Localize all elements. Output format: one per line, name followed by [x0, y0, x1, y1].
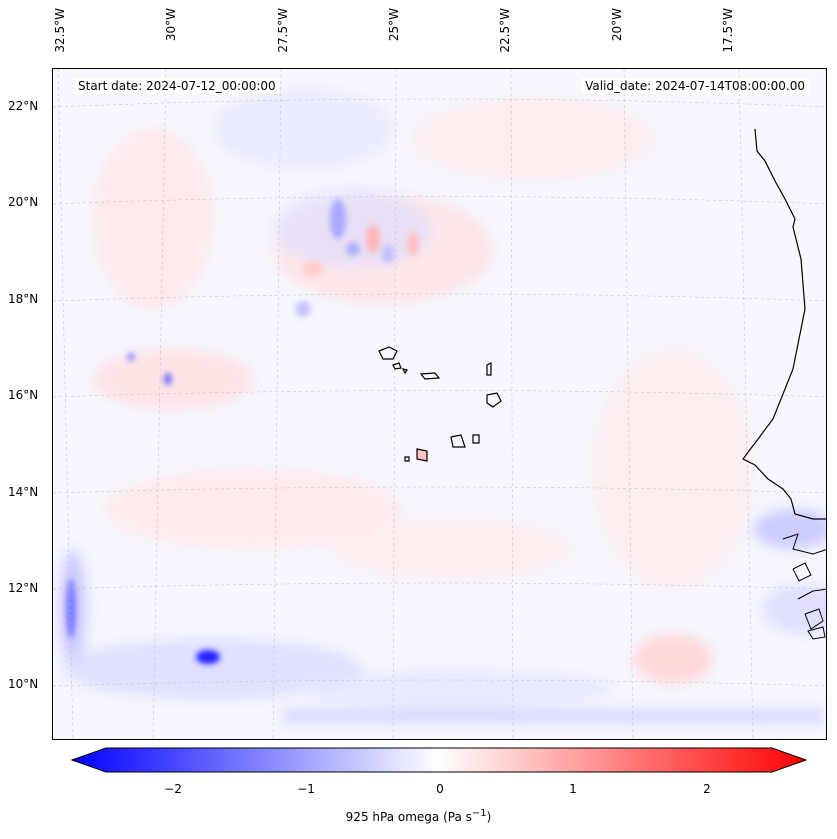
colorbar-bar [70, 747, 807, 773]
graticule [53, 69, 826, 739]
lat-label-10n: 10°N [8, 677, 39, 691]
lon-label-30w: 30°W [164, 8, 178, 42]
colorbar-tick: 2 [703, 782, 711, 796]
omega-field [53, 69, 826, 739]
colorbar [70, 747, 807, 773]
lon-label-27-5w: 27.5°W [276, 8, 290, 53]
omega-patches [59, 89, 826, 723]
start-date-label: Start date: 2024-07-12_00:00:00 [74, 78, 280, 94]
colorbar-tick: −1 [297, 782, 315, 796]
valid-date-label: Valid_date: 2024-07-14T08:00:00.00 [581, 78, 809, 94]
colorbar-tick: 0 [436, 782, 444, 796]
variable-name: 925 hPa omega [345, 810, 440, 824]
cape-verde-islands [378, 346, 502, 462]
coastline-guinea [782, 533, 826, 640]
lon-label-17-5w: 17.5°W [721, 8, 735, 53]
colorbar-label: 925 hPa omega (Pa s−1) [345, 808, 492, 824]
lat-label-12n: 12°N [8, 581, 39, 595]
lon-label-20w: 20°W [610, 8, 624, 42]
map-panel [52, 68, 827, 740]
coastline [742, 128, 826, 520]
colorbar-tick: −2 [164, 782, 182, 796]
lat-label-18n: 18°N [8, 292, 39, 306]
lon-label-22-5w: 22.5°W [498, 8, 512, 53]
colorbar-tick: 1 [569, 782, 577, 796]
lon-label-25w: 25°W [387, 8, 401, 42]
lon-label-32-5w: 32.5°W [53, 8, 67, 53]
lat-label-20n: 20°N [8, 195, 39, 209]
lat-label-16n: 16°N [8, 388, 39, 402]
units-exponent: −1 [471, 808, 487, 819]
lat-label-22n: 22°N [8, 99, 39, 113]
variable-units: Pa s [447, 810, 472, 824]
omega-cells [66, 199, 419, 664]
lat-label-14n: 14°N [8, 485, 39, 499]
